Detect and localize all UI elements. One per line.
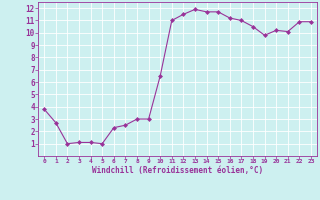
X-axis label: Windchill (Refroidissement éolien,°C): Windchill (Refroidissement éolien,°C) <box>92 166 263 175</box>
